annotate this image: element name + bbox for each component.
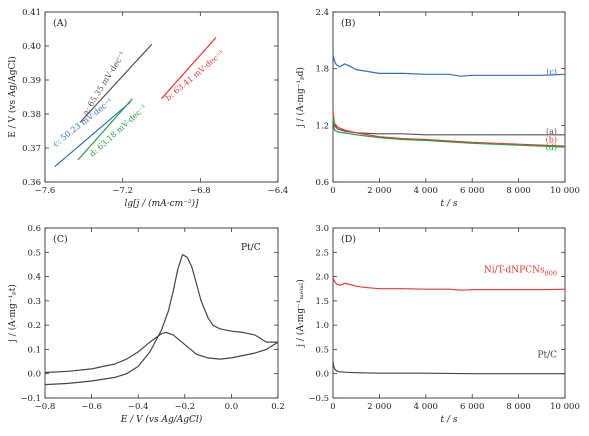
legend-label: (b): [546, 135, 557, 144]
legend-text: Ni/T-dNPCNs: [484, 266, 545, 276]
y-axis-label: j / (A·mg⁻¹ₚd): [295, 67, 306, 128]
y-tick-label: 0.37: [22, 144, 41, 154]
y-axis-label: j / (A·mg⁻¹ₘₑₜₐₗ): [295, 279, 306, 347]
x-axis-label: t / s: [441, 199, 458, 209]
y-tick-label: 0.0: [27, 370, 41, 380]
x-tick-label: 10 000: [550, 402, 580, 412]
y-tick-label: 1.0: [315, 321, 329, 331]
sample-annotation: Pt/C: [241, 243, 261, 253]
series-line-b: [332, 111, 566, 147]
y-tick-label: 1.5: [315, 297, 329, 307]
plot-frame: [44, 11, 279, 183]
panel-label: (C): [53, 234, 68, 245]
x-tick-label: 0.2: [271, 402, 285, 412]
series-line-forward: [44, 254, 278, 386]
slope-annotation: b: 63.41 mV·dec⁻¹: [164, 48, 226, 102]
y-tick-label: 0.41: [22, 8, 41, 18]
y-tick-label: 2.5: [315, 248, 329, 258]
y-axis-label: E / V (vs Ag/AgCl): [7, 56, 18, 138]
x-tick-label: −7.6: [35, 186, 56, 196]
x-axis-label: lg[j / (mA·cm⁻²)]: [124, 198, 199, 209]
y-tick-label: 0.5: [315, 345, 329, 355]
y-tick-label: 2.0: [315, 273, 329, 283]
x-tick-label: −0.2: [174, 402, 195, 412]
legend-label: (c): [546, 67, 557, 76]
plot-frame: [44, 227, 279, 399]
y-tick-label: 2.4: [315, 8, 329, 18]
y-tick-label: 0.0: [315, 370, 329, 380]
x-axis-label: E / V (vs Ag/AgCl): [120, 414, 203, 425]
x-tick-label: −6.8: [190, 186, 211, 196]
y-tick-label: 0.39: [22, 76, 41, 86]
legend-label: (a): [546, 127, 557, 136]
x-tick-label: 8 000: [506, 402, 530, 412]
x-tick-label: 2 000: [367, 402, 391, 412]
panel-3: −0.8 −0.6 −0.4 −0.2 0.0 0.2 −0.1 0.0 0.1 0.2 0.3 0.…: [7, 224, 285, 425]
x-tick-label: 4 000: [414, 402, 438, 412]
y-tick-label: 0.5: [27, 248, 41, 258]
x-tick-label: −0.4: [128, 402, 149, 412]
legend-label: Pt/C: [537, 351, 557, 361]
plot-frame: [332, 11, 566, 183]
panel-4: 0 2 000 4 000 6 000 8 000 10 000 −0.5 0.0 0.5 1.0…: [295, 224, 580, 425]
y-tick-label: 0.6: [27, 224, 41, 234]
series-line-c: [54, 101, 131, 168]
y-tick-label: −0.5: [308, 394, 329, 404]
x-tick-label: 2 000: [367, 186, 391, 196]
x-tick-label: 4 000: [414, 186, 438, 196]
x-tick-label: 0.0: [225, 402, 239, 412]
series-line-b: [161, 37, 217, 100]
x-tick-label: 10 000: [550, 186, 580, 196]
legend-subscript: 800: [545, 270, 557, 278]
series-line-d: [332, 115, 566, 148]
panel-label: (D): [341, 234, 356, 245]
y-tick-label: 0.1: [27, 345, 41, 355]
x-tick-label: −6.4: [268, 186, 289, 196]
y-tick-label: 0.40: [22, 42, 41, 52]
y-tick-label: 0.38: [22, 110, 41, 120]
x-tick-label: 6 000: [460, 402, 484, 412]
panel-2: 0 2 000 4 000 6 000 8 000 10 000 0.6 1.2 1.8 2.4 (…: [295, 8, 580, 209]
y-tick-label: 0.3: [27, 297, 41, 307]
series-line-ni-t-dnpcns800: [332, 277, 566, 291]
y-tick-label: 0.4: [27, 273, 41, 283]
legend-text: Pt/C: [537, 351, 557, 361]
legend-label: Ni/T-dNPCNs800: [484, 266, 557, 278]
y-tick-label: 1.8: [315, 65, 329, 75]
x-axis-label: t / s: [441, 415, 458, 425]
series-line-reverse: [44, 331, 279, 374]
y-tick-label: 0.6: [315, 178, 329, 188]
panel-label: (B): [341, 18, 355, 29]
legend-label: (d): [546, 143, 557, 152]
plot-frame: [332, 227, 566, 399]
x-tick-label: 0: [330, 402, 335, 412]
x-tick-label: 6 000: [460, 186, 484, 196]
series-line-a: [332, 120, 565, 136]
x-tick-label: 8 000: [506, 186, 530, 196]
series-line-pt-c: [332, 361, 565, 375]
x-tick-label: −7.2: [112, 186, 133, 196]
x-tick-label: −0.8: [35, 402, 56, 412]
y-tick-label: 0.2: [27, 321, 41, 331]
series-line-c: [332, 54, 566, 77]
x-tick-label: −0.6: [81, 402, 102, 412]
y-tick-label: 3.0: [315, 224, 329, 234]
x-tick-label: 0: [330, 186, 335, 196]
series-line-a: [79, 43, 153, 123]
series-line-d: [77, 98, 133, 161]
panel-label: (A): [53, 18, 67, 29]
y-tick-label: 1.2: [315, 121, 329, 131]
y-tick-label: −0.1: [20, 394, 41, 404]
y-axis-label: j / (A·mg⁻¹ₚt): [7, 284, 18, 343]
panel-1: −7.6 −7.2 −6.8 −6.4 0.36 0.37 0.38 0.39 0.40 0.41…: [7, 8, 288, 209]
y-tick-label: 0.36: [22, 178, 41, 188]
